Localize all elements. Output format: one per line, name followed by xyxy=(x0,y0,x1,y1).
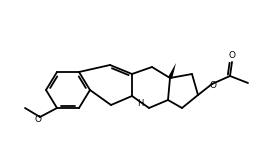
Text: O: O xyxy=(35,115,42,123)
Text: O: O xyxy=(229,51,236,60)
Text: H: H xyxy=(137,99,143,109)
Polygon shape xyxy=(168,63,176,79)
Text: O: O xyxy=(210,81,217,91)
